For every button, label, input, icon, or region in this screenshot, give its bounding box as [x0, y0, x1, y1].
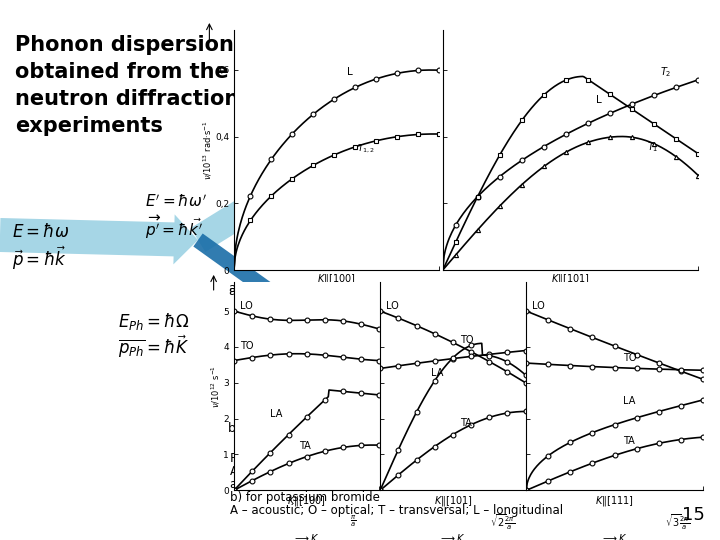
Text: $\sqrt{2}\frac{2\pi}{a}$: $\sqrt{2}\frac{2\pi}{a}$ [655, 294, 680, 313]
Text: $T_2$: $T_2$ [660, 65, 672, 78]
Text: $\vec{p} = \hbar\vec{k}$: $\vec{p} = \hbar\vec{k}$ [12, 244, 67, 272]
Text: Phonon dispersion as: Phonon dispersion as [15, 35, 268, 55]
Text: b): b) [228, 422, 240, 435]
Text: TO: TO [624, 353, 637, 362]
Text: $K\|[101]$: $K\|[101]$ [552, 272, 590, 286]
Text: $\longrightarrow K$: $\longrightarrow K$ [323, 313, 350, 325]
Text: LA: LA [624, 396, 636, 406]
Text: $E' = \hbar\omega'$: $E' = \hbar\omega'$ [145, 194, 207, 210]
Text: L: L [347, 67, 353, 77]
Text: Acoustic and optical branches determined by neutron diffraction: Acoustic and optical branches determined… [230, 465, 612, 478]
Text: $K\|[100]$: $K\|[100]$ [287, 495, 326, 509]
Text: obtained from the: obtained from the [15, 62, 229, 82]
Text: $\longrightarrow K$: $\longrightarrow K$ [557, 313, 584, 325]
Text: LO: LO [531, 301, 544, 311]
Polygon shape [194, 233, 293, 308]
Text: neutron diffraction: neutron diffraction [15, 89, 239, 109]
Text: $\sqrt{3}\frac{2\pi}{a}$: $\sqrt{3}\frac{2\pi}{a}$ [665, 513, 690, 532]
Text: $E_{Ph} = \hbar\Omega$: $E_{Ph} = \hbar\Omega$ [118, 312, 189, 333]
Y-axis label: $\nu/10^{12}$ s$^{-1}$: $\nu/10^{12}$ s$^{-1}$ [210, 365, 222, 408]
Text: $T_1$: $T_1$ [647, 140, 659, 154]
Text: $K\|[100]$: $K\|[100]$ [318, 272, 356, 286]
Text: $\longrightarrow K$: $\longrightarrow K$ [601, 532, 628, 540]
Text: TA: TA [300, 441, 311, 451]
Text: A – acoustic; O – optical; T – transversal; L – longitudinal: A – acoustic; O – optical; T – transvers… [230, 504, 563, 517]
Text: $K\|[111]$: $K\|[111]$ [595, 495, 634, 509]
Text: L: L [596, 95, 602, 105]
Text: $\frac{\pi}{a}$: $\frac{\pi}{a}$ [350, 513, 356, 529]
Text: LA: LA [271, 409, 283, 419]
Text: a): a) [228, 285, 240, 298]
Polygon shape [191, 168, 303, 252]
Text: a): a) [228, 282, 240, 295]
Text: $\frac{2\pi}{a}$: $\frac{2\pi}{a}$ [410, 294, 420, 311]
Text: $K\|[101]$: $K\|[101]$ [433, 495, 472, 509]
Text: TO: TO [240, 341, 253, 351]
Text: TA: TA [624, 436, 635, 446]
Y-axis label: $\nu/10^{13}$ rad·s$^{-1}$: $\nu/10^{13}$ rad·s$^{-1}$ [201, 120, 214, 180]
Text: $\sqrt{2}\frac{2\pi}{a}$: $\sqrt{2}\frac{2\pi}{a}$ [490, 513, 515, 532]
Text: b) for potassium bromide: b) for potassium bromide [230, 491, 380, 504]
Text: a) for aluminum: a) for aluminum [230, 478, 325, 491]
Text: experiments: experiments [15, 116, 163, 136]
Text: LO: LO [386, 301, 399, 311]
Text: Fig. 5.17: Fig. 5.17 [230, 452, 284, 465]
Text: $\overline{p_{Ph}} = \hbar\vec{K}$: $\overline{p_{Ph}} = \hbar\vec{K}$ [118, 334, 189, 360]
Text: TA: TA [460, 418, 472, 428]
Text: $E = \hbar\omega$: $E = \hbar\omega$ [12, 223, 70, 241]
Text: LA: LA [431, 368, 444, 377]
Text: $\overrightarrow{p'} = \hbar\vec{k'}$: $\overrightarrow{p'} = \hbar\vec{k'}$ [145, 213, 203, 241]
Text: LO: LO [240, 301, 253, 311]
Polygon shape [0, 214, 198, 265]
Text: $\longrightarrow K$: $\longrightarrow K$ [439, 532, 467, 540]
Text: $\longrightarrow K$: $\longrightarrow K$ [293, 532, 320, 540]
Text: TO: TO [460, 335, 474, 346]
Text: 15: 15 [682, 506, 705, 524]
Text: $T_{1,2}$: $T_{1,2}$ [357, 143, 375, 156]
